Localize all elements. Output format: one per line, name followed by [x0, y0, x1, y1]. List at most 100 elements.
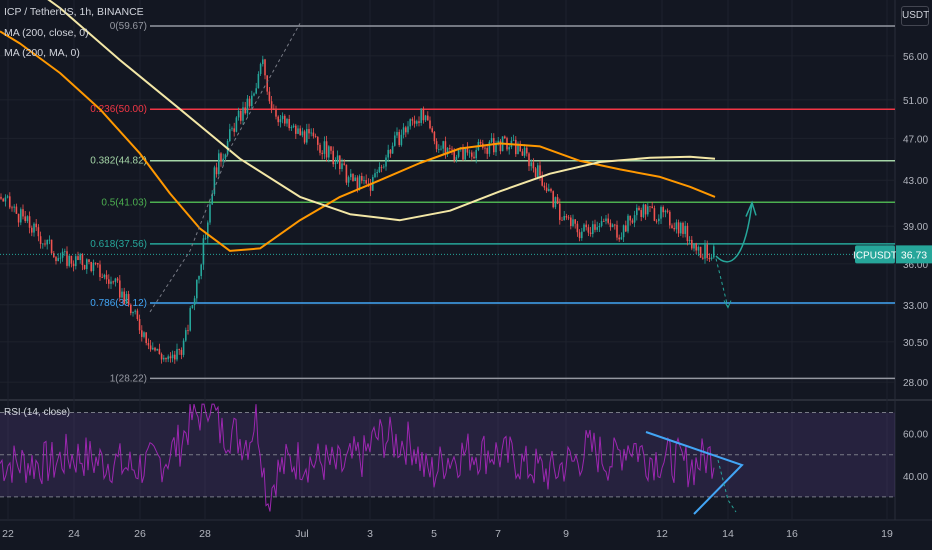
candle-body: [20, 209, 22, 223]
candle-body: [167, 356, 169, 360]
price-axis[interactable]: 56.00 51.00 47.00 43.00 39.00 36.00 33.00 30.50…: [853, 52, 932, 483]
candle-body: [574, 219, 576, 224]
candle-body: [647, 206, 649, 215]
candle-body: [180, 349, 183, 355]
candle-body: [677, 222, 680, 234]
candle-body: [570, 217, 572, 226]
candle-body: [347, 177, 350, 183]
candle-body: [356, 177, 359, 190]
candle-body: [101, 277, 103, 278]
ma2-legend[interactable]: MA (200, MA, 0): [4, 47, 80, 59]
candle-body: [53, 253, 55, 258]
candle-body: [552, 191, 554, 208]
candle-body: [240, 110, 242, 121]
candle-body: [277, 116, 279, 123]
candle-body: [600, 221, 603, 226]
candle-body: [297, 128, 299, 134]
candle-body: [341, 163, 343, 170]
candle-body: [565, 216, 568, 218]
candle-body: [79, 254, 81, 260]
candle-body: [385, 157, 387, 167]
candle-body: [526, 147, 528, 154]
fib-retracement[interactable]: 0(59.67) 0.236(50.00) 0.382(44.82) 0.5(41.0…: [90, 21, 895, 384]
candle-body: [673, 228, 675, 230]
candle-body: [431, 128, 433, 132]
candle-body: [479, 141, 482, 144]
candle-body: [400, 134, 403, 146]
time-axis[interactable]: 22 24 26 28 Jul 3 5 7 9 12 14 16 19: [2, 528, 893, 540]
candle-body: [290, 127, 293, 129]
drawings[interactable]: [0, 23, 895, 313]
grid: [0, 0, 895, 520]
candle-body: [697, 246, 700, 251]
candle-body: [88, 259, 90, 262]
candle-body: [669, 211, 671, 226]
candle-body: [420, 108, 422, 123]
candle-body: [413, 120, 416, 124]
currency-unit-button[interactable]: USDT: [901, 6, 929, 26]
ma1-legend[interactable]: MA (200, close, 0): [4, 27, 89, 39]
time-tick-label: Jul: [295, 528, 308, 540]
candle-body: [262, 59, 264, 65]
candle-body: [548, 188, 550, 191]
candle-body: [81, 254, 84, 266]
time-tick-label: 16: [786, 528, 798, 540]
candle-body: [273, 108, 275, 110]
candle-body: [457, 149, 460, 157]
symbol-price-tag-label: ICPUSDT: [853, 250, 897, 261]
candle-body: [554, 197, 557, 208]
rsi-tick-label: 60.00: [903, 430, 928, 441]
candle-body: [72, 263, 75, 267]
candle-body: [688, 239, 691, 242]
candle-body: [405, 127, 407, 133]
candle-body: [284, 115, 286, 124]
candle-body: [149, 345, 152, 350]
symbol-title[interactable]: ICP / TetherUS, 1h, BINANCE: [4, 6, 144, 18]
candle-body: [523, 147, 526, 156]
candle-body: [609, 222, 612, 228]
rsi-indicator: [0, 403, 895, 515]
candle-body: [598, 225, 601, 228]
candle-body: [671, 225, 673, 229]
candle-body: [57, 258, 59, 262]
candle-body: [264, 59, 266, 76]
candle-body: [581, 231, 583, 239]
candle-body: [229, 129, 231, 141]
candle-body: [539, 165, 541, 176]
price-pane[interactable]: [0, 0, 895, 398]
candle-body: [17, 213, 20, 223]
candle-body: [662, 207, 664, 213]
candle-body: [328, 146, 330, 158]
candle-body: [220, 153, 222, 162]
fib-level-label: 1(28.22): [110, 373, 147, 384]
candle-body: [374, 173, 376, 178]
candle-body: [152, 347, 154, 350]
candle-body: [664, 210, 667, 213]
candle-body: [508, 147, 510, 150]
candle-body: [541, 175, 543, 186]
rsi-legend[interactable]: RSI (14, close): [4, 407, 71, 418]
candle-body: [28, 216, 31, 228]
candle-body: [339, 155, 341, 170]
current-price-tag: [896, 245, 932, 264]
candle-body: [528, 153, 530, 167]
time-tick-label: 7: [495, 528, 501, 540]
price-tick-label: 47.00: [903, 134, 928, 145]
candle-body: [629, 215, 631, 221]
candle-body: [378, 166, 381, 173]
candle-body: [185, 330, 187, 341]
rsi-line: [0, 403, 715, 512]
candle-body: [11, 207, 13, 209]
candle-body: [42, 243, 44, 245]
candle-body: [136, 310, 139, 320]
candle-body: [321, 152, 323, 154]
candle-body: [70, 255, 73, 264]
candle-body: [119, 280, 121, 298]
candle-body: [532, 162, 535, 169]
candle-body: [48, 239, 51, 241]
candle-body: [636, 207, 638, 216]
candle-body: [143, 332, 145, 337]
candle-body: [695, 243, 697, 251]
candle-body: [125, 294, 128, 304]
